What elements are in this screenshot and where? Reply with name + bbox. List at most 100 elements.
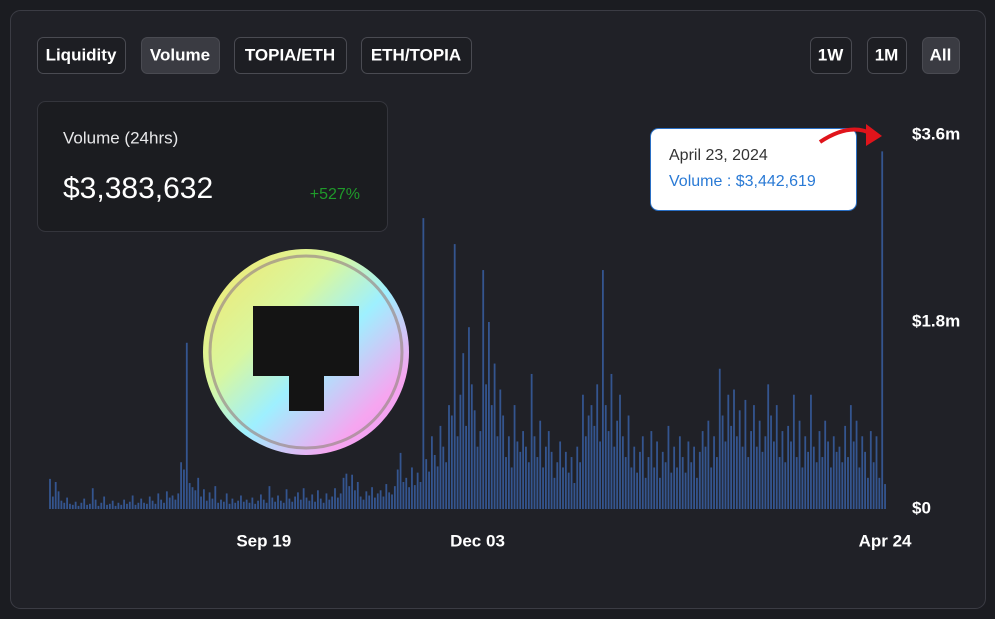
bar: [698, 451, 701, 509]
bar: [111, 500, 114, 509]
bar: [134, 504, 137, 509]
bar: [433, 454, 436, 509]
tab-label[interactable]: Volume: [150, 45, 210, 64]
bar: [639, 451, 641, 509]
coin-glyph: [253, 306, 359, 411]
tab-button[interactable]: [141, 37, 220, 74]
range-button[interactable]: [867, 37, 907, 74]
bar: [197, 477, 200, 509]
bar: [462, 353, 465, 509]
bar: [567, 472, 570, 509]
bar: [490, 405, 493, 509]
bar: [690, 462, 693, 509]
bar: [587, 415, 590, 509]
bar: [265, 502, 268, 509]
range-label[interactable]: 1W: [818, 45, 844, 64]
bar: [200, 496, 202, 509]
bar: [126, 503, 128, 509]
bar: [795, 457, 798, 509]
bar: [522, 431, 524, 509]
bar: [496, 436, 499, 509]
tab-label[interactable]: Liquidity: [46, 45, 117, 64]
coin-ring: [208, 254, 404, 450]
bar: [764, 436, 767, 509]
bar: [884, 484, 886, 509]
range-button[interactable]: [810, 37, 852, 74]
bar: [285, 489, 288, 509]
bar: [792, 394, 795, 509]
bar: [599, 441, 601, 509]
bar: [302, 488, 305, 509]
range-label[interactable]: 1M: [875, 45, 899, 64]
bar: [317, 490, 319, 509]
tab-label[interactable]: ETH/TOPIA: [371, 45, 461, 64]
bar: [368, 495, 371, 509]
bar: [872, 462, 875, 509]
bar: [450, 415, 453, 509]
tab-button[interactable]: [234, 37, 347, 74]
bar: [231, 498, 234, 509]
bar: [282, 502, 285, 509]
bar: [208, 492, 211, 509]
bar: [445, 462, 448, 509]
bar: [203, 489, 205, 509]
bar: [54, 481, 57, 509]
bar: [251, 497, 254, 509]
bar: [399, 452, 402, 509]
bar: [667, 425, 670, 509]
bar: [362, 499, 365, 509]
tab-button[interactable]: [37, 37, 126, 74]
bar: [459, 394, 462, 509]
bar: [428, 471, 430, 509]
bar: [661, 451, 664, 509]
bar: [297, 492, 299, 509]
bar: [499, 389, 502, 509]
bar: [365, 491, 368, 509]
bar: [89, 503, 91, 509]
bar: [704, 446, 707, 509]
bar: [143, 502, 145, 509]
bar: [644, 477, 647, 509]
bar: [864, 451, 866, 509]
bar: [576, 446, 579, 509]
bar: [710, 467, 713, 509]
bar: [801, 467, 804, 509]
bar: [716, 457, 718, 509]
bar: [49, 478, 51, 509]
bar: [168, 497, 171, 509]
tab-label[interactable]: TOPIA/ETH: [245, 45, 335, 64]
bar: [376, 493, 379, 509]
bar: [128, 501, 131, 509]
bar: [784, 462, 787, 509]
bar: [664, 462, 667, 509]
range-label[interactable]: All: [930, 45, 952, 64]
bar: [354, 490, 356, 509]
bar: [225, 493, 228, 509]
bar: [790, 441, 792, 509]
bar: [242, 501, 245, 509]
bar: [151, 500, 154, 509]
bar: [257, 500, 259, 509]
bar: [205, 500, 208, 509]
bar: [741, 446, 744, 509]
bar: [525, 446, 527, 509]
bar: [775, 405, 778, 509]
bar: [382, 496, 385, 509]
bar: [345, 473, 348, 509]
bar: [408, 487, 410, 509]
range-button[interactable]: [922, 37, 960, 74]
bar: [396, 469, 399, 509]
tab-button[interactable]: [361, 37, 472, 74]
bar: [673, 446, 676, 509]
bar: [547, 431, 550, 509]
bar: [656, 441, 658, 509]
bar: [274, 501, 277, 509]
bar: [564, 451, 567, 509]
bar: [63, 502, 66, 509]
bar: [279, 500, 282, 509]
bar: [69, 503, 71, 509]
tooltip-date: April 23, 2024: [669, 147, 768, 164]
bar: [314, 501, 316, 509]
bar: [71, 504, 74, 509]
bar: [183, 469, 185, 509]
